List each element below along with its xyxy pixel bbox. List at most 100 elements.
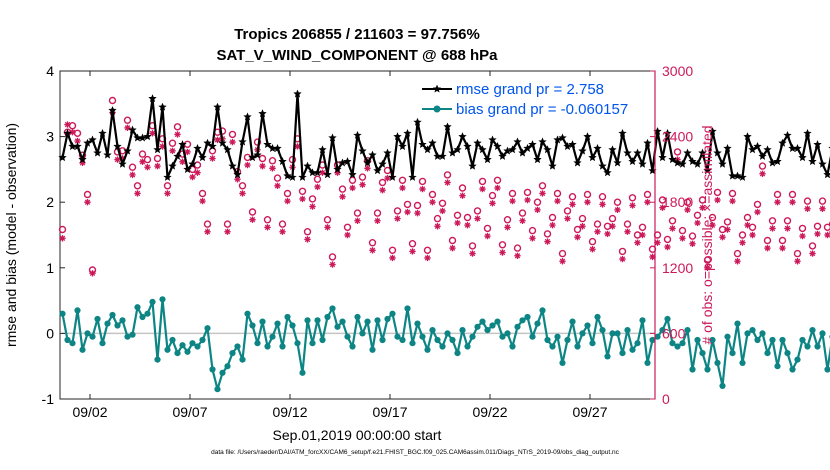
x-tick-label: 09/17 bbox=[372, 404, 407, 420]
rmse-point bbox=[413, 117, 422, 126]
x-tick-label: 09/07 bbox=[172, 404, 207, 420]
obs-possible-point bbox=[328, 253, 337, 261]
bias-point bbox=[239, 356, 246, 363]
obs-assimilated-point bbox=[629, 202, 636, 209]
rmse-point bbox=[523, 144, 532, 152]
rmse-point bbox=[63, 128, 72, 137]
obs-assimilated-point bbox=[354, 217, 361, 224]
obs-assimilated-point bbox=[64, 121, 71, 128]
obs-possible-point bbox=[618, 247, 627, 256]
obs-assimilated-point bbox=[129, 171, 136, 179]
obs-possible-point bbox=[513, 244, 522, 252]
obs-assimilated-point bbox=[529, 235, 536, 242]
obs-possible-point bbox=[788, 190, 797, 199]
obs-possible-point bbox=[663, 235, 672, 244]
obs-possible-point bbox=[503, 215, 512, 224]
obs-assimilated-point bbox=[714, 196, 721, 204]
rmse-point bbox=[538, 137, 547, 146]
obs-assimilated-point bbox=[379, 186, 386, 194]
bias-point bbox=[214, 386, 221, 393]
bias-point bbox=[729, 350, 736, 357]
rmse-point bbox=[158, 102, 167, 111]
obs-possible-point bbox=[643, 190, 652, 199]
data-file-footer: data file: /Users/raeder/DAI/ATM_forcXX/… bbox=[211, 449, 619, 456]
rmse-point bbox=[173, 151, 182, 160]
x-tick-label: 09/27 bbox=[572, 404, 607, 420]
obs-assimilated-point bbox=[84, 199, 91, 206]
rmse-point bbox=[103, 150, 112, 159]
rmse-point bbox=[113, 142, 122, 151]
obs-possible-point bbox=[553, 189, 562, 198]
obs-possible-point bbox=[723, 218, 732, 226]
bias-point bbox=[124, 333, 131, 340]
rmse-point bbox=[278, 157, 287, 166]
obs-assimilated-point bbox=[499, 249, 506, 256]
obs-possible-point bbox=[798, 224, 807, 233]
obs-assimilated-point bbox=[719, 233, 726, 241]
bias-point bbox=[389, 310, 396, 317]
bias-point bbox=[819, 330, 826, 337]
rmse-point bbox=[383, 148, 392, 157]
obs-possible-point bbox=[138, 150, 147, 158]
bias-point bbox=[734, 320, 741, 327]
obs-possible-point bbox=[58, 225, 67, 234]
obs-possible-point bbox=[498, 241, 507, 249]
bias-point bbox=[204, 325, 211, 332]
obs-possible-point bbox=[408, 239, 417, 248]
bias-point bbox=[99, 340, 106, 347]
obs-assimilated-point bbox=[194, 169, 201, 176]
obs-possible-point bbox=[683, 198, 692, 206]
obs-assimilated-point bbox=[774, 199, 781, 206]
obs-possible-point bbox=[638, 223, 647, 232]
bias-point bbox=[129, 331, 136, 338]
rmse-point bbox=[588, 153, 597, 162]
obs-possible-point bbox=[588, 237, 597, 246]
rmse-point bbox=[808, 157, 817, 166]
rmse-point bbox=[578, 146, 587, 155]
rmse-point bbox=[288, 172, 297, 181]
legend: rmse grand pr = 2.758 bias grand pr = -0… bbox=[422, 81, 628, 118]
obs-assimilated-point bbox=[679, 235, 686, 242]
obs-assimilated-point bbox=[434, 223, 441, 230]
obs-possible-point bbox=[173, 123, 182, 131]
obs-possible-point bbox=[473, 207, 482, 215]
y-left-tick-label: 2 bbox=[46, 194, 54, 210]
bias-point bbox=[549, 343, 556, 350]
rmse-point bbox=[203, 138, 212, 147]
y-axis-right: 0 600 1200 1800 2400 3000 bbox=[650, 63, 693, 407]
bias-point bbox=[159, 296, 166, 303]
rmse-point bbox=[198, 153, 207, 162]
y-axis-right-label: # of obs: o=possible; ×=assimilated bbox=[699, 125, 715, 344]
obs-assimilated-point bbox=[364, 165, 371, 172]
obs-possible-point bbox=[763, 236, 772, 245]
obs-possible-point bbox=[468, 242, 477, 250]
bias-point bbox=[784, 350, 791, 357]
obs-possible-point bbox=[263, 215, 272, 224]
y-right-tick-label: 3000 bbox=[662, 63, 693, 79]
rmse-point bbox=[698, 148, 707, 157]
rmse-point bbox=[733, 171, 742, 180]
rmse-point bbox=[803, 128, 812, 137]
obs-assimilated-point bbox=[824, 231, 830, 239]
obs-possible-point bbox=[543, 230, 552, 238]
rmse-point bbox=[253, 150, 262, 159]
obs-assimilated-point bbox=[464, 221, 471, 229]
bias-point bbox=[554, 333, 561, 340]
obs-assimilated-point bbox=[469, 250, 476, 257]
obs-possible-point bbox=[413, 201, 422, 210]
legend-bias-label: bias grand pr = -0.060157 bbox=[456, 101, 628, 118]
obs-assimilated-point bbox=[324, 224, 331, 231]
rmse-point bbox=[493, 142, 502, 151]
obs-possible-point bbox=[368, 238, 377, 247]
obs-assimilated-point bbox=[429, 199, 436, 206]
y-left-tick-label: 4 bbox=[46, 63, 54, 79]
bias-point bbox=[209, 366, 216, 373]
rmse-point bbox=[488, 135, 497, 144]
obs-assimilated-point bbox=[69, 129, 76, 136]
x-tick-label: 09/22 bbox=[472, 404, 507, 420]
bias-point bbox=[629, 346, 636, 353]
obs-possible-point bbox=[398, 176, 407, 185]
rmse-point bbox=[668, 155, 677, 164]
bias-point bbox=[679, 340, 686, 347]
rmse-point bbox=[303, 161, 312, 170]
